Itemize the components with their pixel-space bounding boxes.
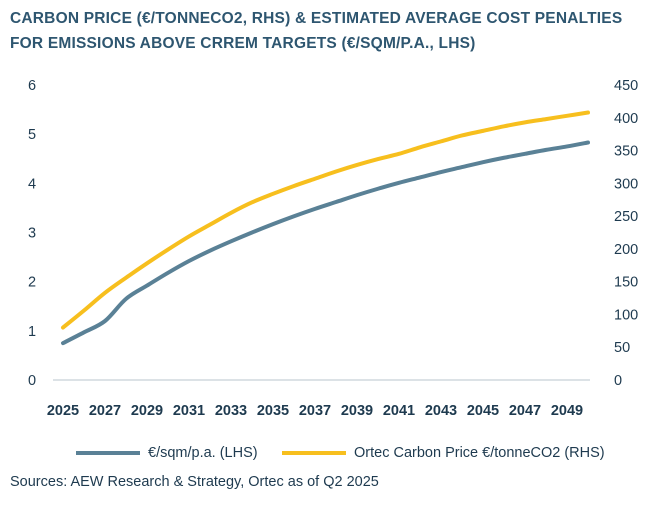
series-layer	[61, 110, 590, 346]
y-right-tick-label: 350	[614, 144, 638, 160]
y-right-tick-label: 0	[614, 373, 622, 389]
y-left-tick-label: 3	[28, 226, 36, 242]
x-tick-label: 2045	[467, 403, 499, 419]
x-tick-label: 2041	[383, 403, 415, 419]
legend-item-rhs: Ortec Carbon Price €/tonneCO2 (RHS)	[282, 440, 605, 466]
y-axis-right: 0 50 100 150 200 250 300 350 400 450	[614, 78, 638, 389]
x-tick-label: 2049	[551, 403, 583, 419]
legend: €/sqm/p.a. (LHS) Ortec Carbon Price €/to…	[0, 440, 663, 466]
y-right-tick-label: 400	[614, 111, 638, 127]
y-right-tick-label: 150	[614, 275, 638, 291]
legend-label-rhs: Ortec Carbon Price €/tonneCO2 (RHS)	[354, 445, 605, 461]
series-line-rhs	[61, 110, 590, 330]
y-right-tick-label: 200	[614, 242, 638, 258]
x-tick-label: 2043	[425, 403, 457, 419]
x-tick-label: 2025	[47, 403, 79, 419]
y-left-tick-label: 6	[28, 78, 36, 94]
x-tick-label: 2047	[509, 403, 541, 419]
y-right-tick-label: 50	[614, 340, 630, 356]
x-tick-label: 2033	[215, 403, 247, 419]
y-right-tick-label: 300	[614, 176, 638, 192]
y-left-tick-label: 4	[28, 176, 36, 192]
x-axis: 2025 2027 2029 2031 2033 2035 2037 2039 2041 2043…	[47, 379, 590, 419]
chart-title: CARBON PRICE (€/TONNECO2, RHS) & ESTIMAT…	[10, 10, 623, 52]
y-axis-left: 0 1 2 3 4 5 6	[28, 78, 36, 389]
x-tick-label: 2037	[299, 403, 331, 419]
line-chart: 2025 2027 2029 2031 2033 2035 2037 2039 2041 2043…	[28, 78, 638, 419]
x-tick-label: 2035	[257, 403, 289, 419]
legend-swatch-rhs	[282, 451, 346, 455]
legend-label-lhs: €/sqm/p.a. (LHS)	[148, 445, 258, 461]
series-line-lhs	[61, 140, 590, 346]
x-tick-label: 2029	[131, 403, 163, 419]
y-right-tick-label: 250	[614, 209, 638, 225]
y-right-tick-label: 450	[614, 78, 638, 94]
y-left-tick-label: 2	[28, 275, 36, 291]
y-left-tick-label: 1	[28, 324, 36, 340]
y-left-tick-label: 5	[28, 127, 36, 143]
source-note: Sources: AEW Research & Strategy, Ortec …	[10, 474, 379, 490]
x-tick-label: 2039	[341, 403, 373, 419]
legend-item-lhs: €/sqm/p.a. (LHS)	[76, 440, 258, 466]
y-left-tick-label: 0	[28, 373, 36, 389]
x-tick-label: 2031	[173, 403, 205, 419]
x-tick-label: 2027	[89, 403, 121, 419]
legend-swatch-lhs	[76, 451, 140, 455]
y-right-tick-label: 100	[614, 307, 638, 323]
